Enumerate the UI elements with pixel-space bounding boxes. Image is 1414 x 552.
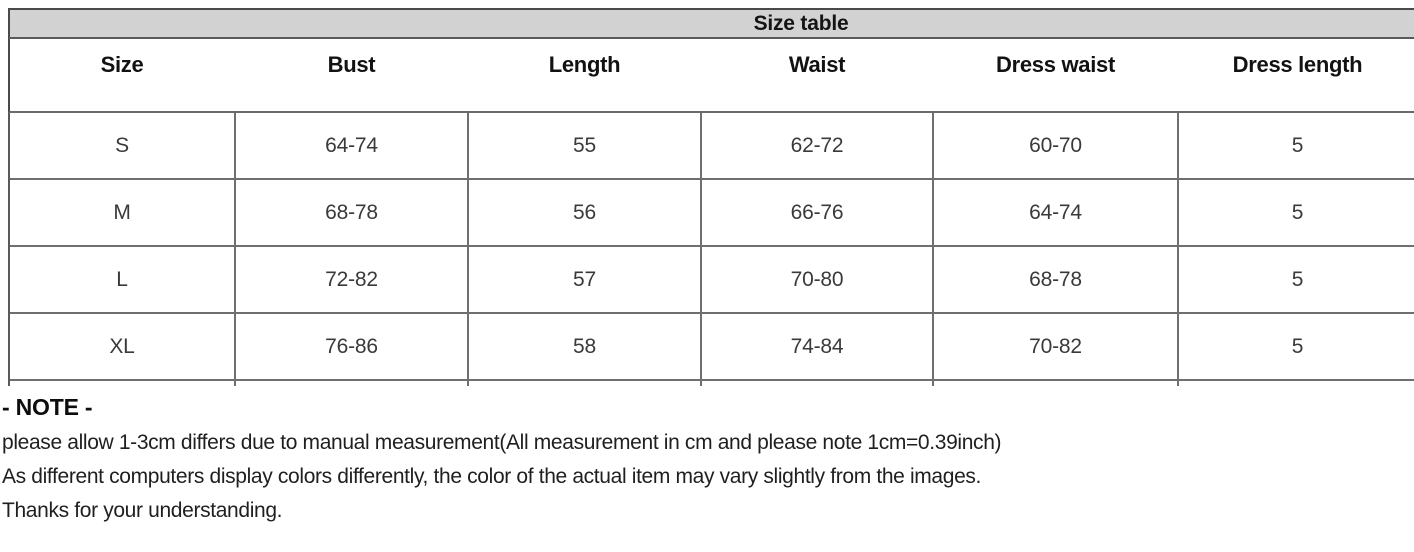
table-cell-waist: 62-72 xyxy=(790,133,844,157)
table-cell-bust: 68-78 xyxy=(325,200,378,224)
column-header-size: Size xyxy=(100,52,144,77)
table-cell-waist: 74-84 xyxy=(790,334,844,358)
table-cell-length: 55 xyxy=(573,133,596,157)
column-header-bust: Bust xyxy=(327,52,376,77)
size-table-title: Size table xyxy=(753,11,849,35)
table-cell-length: 56 xyxy=(573,200,596,224)
table-row: S 64-74 55 62-72 60-70 5 xyxy=(10,113,1414,180)
table-cell-length: 58 xyxy=(573,334,596,358)
table-cell-dress-length: 5 xyxy=(1291,200,1304,224)
column-divider xyxy=(932,113,934,386)
table-cell-size: S xyxy=(115,133,129,157)
column-divider xyxy=(700,113,702,386)
note-heading: - NOTE - xyxy=(2,394,93,420)
table-cell-dress-length: 5 xyxy=(1291,334,1304,358)
table-cell-size: L xyxy=(116,267,128,291)
column-header-dress-waist: Dress waist xyxy=(996,52,1115,77)
table-cell-size: XL xyxy=(109,334,135,358)
column-header-length: Length xyxy=(548,52,621,77)
table-cell-dress-waist: 64-74 xyxy=(1029,200,1082,224)
column-header-waist: Waist xyxy=(788,52,846,77)
table-row: L 72-82 57 70-80 68-78 5 xyxy=(10,247,1414,314)
note-line: As different computers display colors di… xyxy=(2,465,982,488)
table-cell-bust: 64-74 xyxy=(325,133,378,157)
size-table-header-row: Size Bust Length Waist Dress waist Dress leng… xyxy=(8,39,1414,113)
table-cell-length: 57 xyxy=(573,267,596,291)
table-cell-dress-waist: 60-70 xyxy=(1029,133,1082,157)
size-table-title-bar: Size table xyxy=(8,8,1414,39)
note-line: Thanks for your understanding. xyxy=(2,499,283,522)
table-cell-waist: 66-76 xyxy=(790,200,844,224)
table-cell-bust: 76-86 xyxy=(325,334,378,358)
note-line: please allow 1-3cm differs due to manual… xyxy=(2,431,1002,454)
column-divider xyxy=(234,113,236,386)
table-cell-dress-length: 5 xyxy=(1291,267,1304,291)
table-cell-dress-waist: 70-82 xyxy=(1029,334,1082,358)
note-block: - NOTE - please allow 1-3cm differs due … xyxy=(2,392,1412,528)
column-header-dress-length: Dress length xyxy=(1232,52,1363,77)
column-divider xyxy=(1177,113,1179,386)
column-divider xyxy=(467,113,469,386)
table-cell-dress-waist: 68-78 xyxy=(1029,267,1082,291)
table-row: M 68-78 56 66-76 64-74 5 xyxy=(10,180,1414,247)
table-cell-waist: 70-80 xyxy=(790,267,844,291)
table-cell-bust: 72-82 xyxy=(325,267,378,291)
table-row: XL 76-86 58 74-84 70-82 5 xyxy=(10,314,1414,381)
size-table-grid: S 64-74 55 62-72 60-70 5 M 68-78 56 66-76 64-74 5 L 7… xyxy=(8,113,1414,386)
table-cell-size: M xyxy=(113,200,131,224)
table-cell-dress-length: 5 xyxy=(1291,133,1304,157)
